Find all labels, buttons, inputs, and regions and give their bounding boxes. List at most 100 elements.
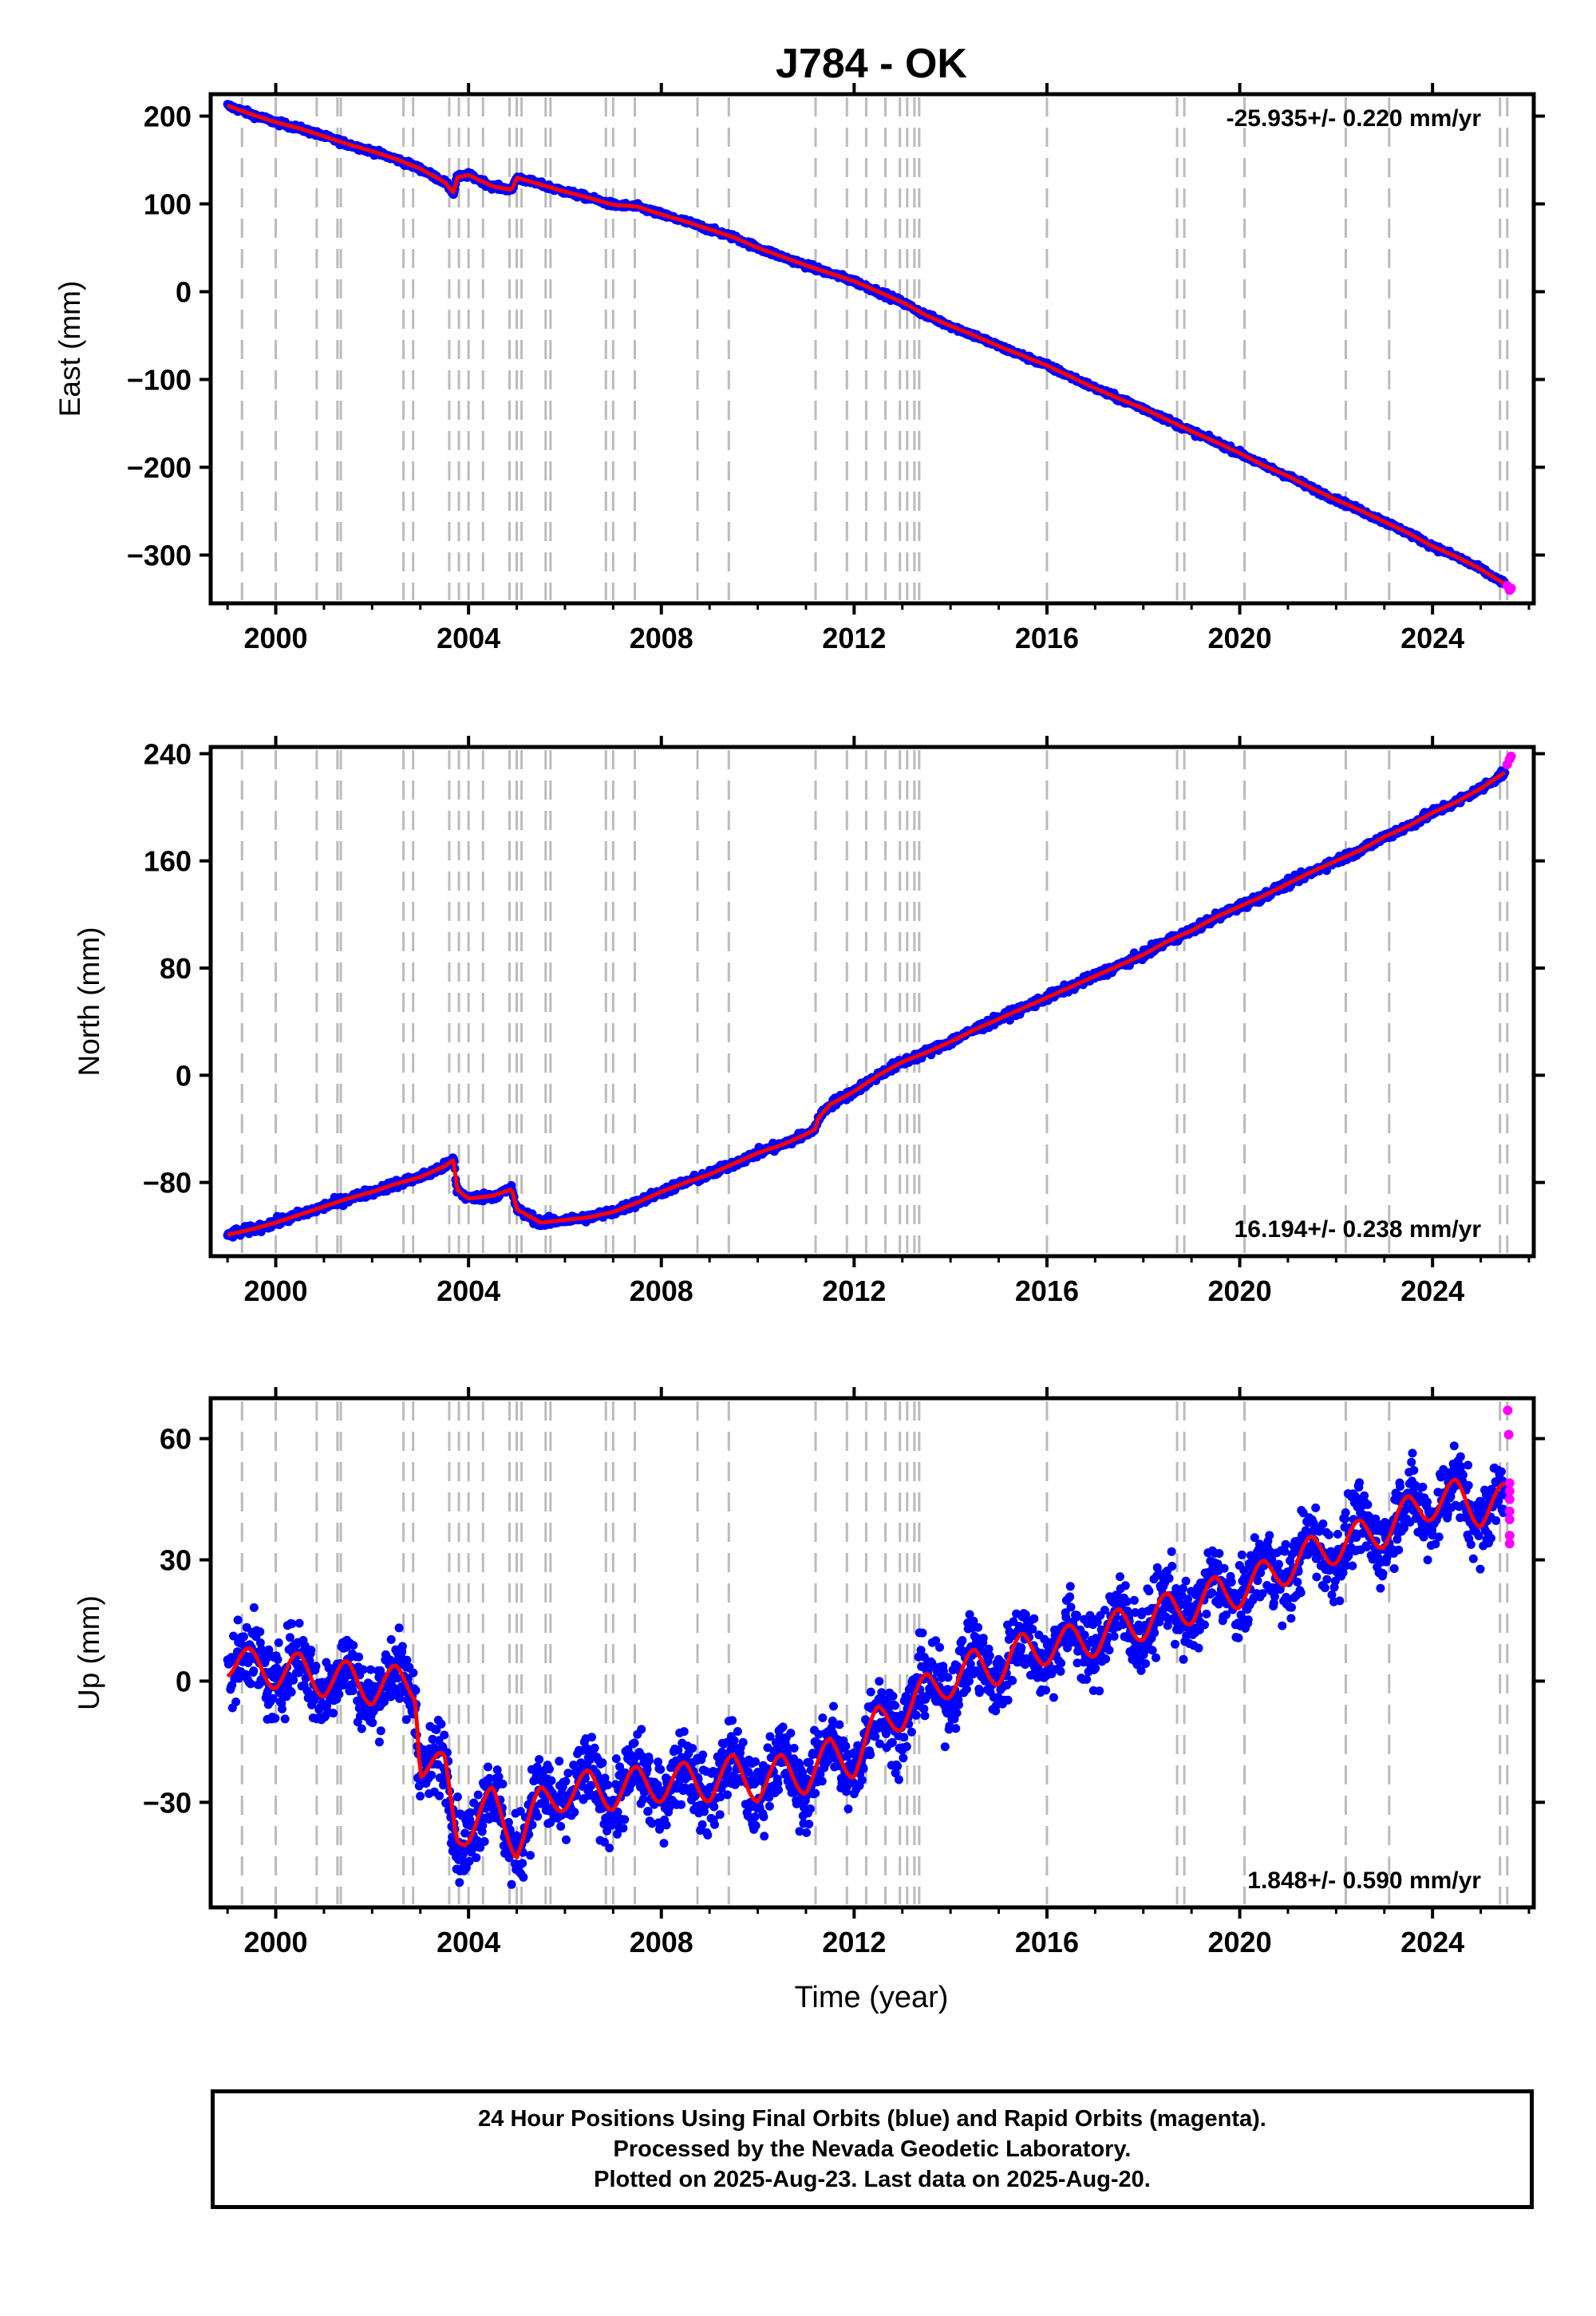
y-axis-title: East (mm) xyxy=(53,281,86,417)
x-tick-label: 2004 xyxy=(437,622,500,654)
x-tick-label: 2016 xyxy=(1015,622,1079,654)
final-orbit-point xyxy=(605,1844,614,1853)
final-orbit-point xyxy=(452,1792,462,1801)
final-orbit-point xyxy=(358,1665,368,1674)
final-orbit-point xyxy=(435,1791,444,1800)
x-tick-label: 2016 xyxy=(1015,1275,1079,1307)
final-orbit-point xyxy=(394,1623,404,1633)
final-orbit-point xyxy=(527,1820,537,1829)
final-orbit-point xyxy=(402,1655,412,1665)
final-orbit-point xyxy=(280,1714,290,1724)
final-orbit-point xyxy=(526,1851,535,1860)
final-orbit-point xyxy=(556,1822,566,1831)
final-orbit-point xyxy=(411,1686,421,1695)
final-orbit-point xyxy=(427,1770,437,1780)
final-orbit-point xyxy=(437,1719,446,1729)
final-orbit-point xyxy=(310,1696,318,1705)
x-tick-label: 2000 xyxy=(243,1275,307,1307)
final-orbit-point xyxy=(561,1777,571,1786)
y-tick-label: 0 xyxy=(176,1059,192,1092)
final-orbit-point xyxy=(409,1668,418,1678)
y-tick-label: 200 xyxy=(144,101,192,133)
y-tick-label: 80 xyxy=(160,952,192,985)
final-orbit-point xyxy=(311,1662,321,1671)
final-orbit-point xyxy=(638,1794,648,1804)
panel-frame xyxy=(208,92,1536,606)
final-orbit-point xyxy=(376,1666,385,1675)
final-orbit-point xyxy=(469,1798,479,1808)
final-orbit-point xyxy=(613,1829,622,1839)
final-orbit-point xyxy=(231,1697,241,1706)
final-orbit-point xyxy=(472,1853,481,1863)
final-orbit-point xyxy=(472,1836,482,1845)
final-orbit-point xyxy=(679,1727,689,1737)
final-orbit-point xyxy=(674,1745,683,1755)
final-orbit-point xyxy=(365,1665,375,1674)
final-orbit-point xyxy=(305,1656,314,1666)
final-orbit-point xyxy=(249,1603,259,1612)
final-orbit-point xyxy=(386,1634,396,1644)
final-orbit-point xyxy=(533,1812,543,1821)
final-orbit-point xyxy=(494,1772,504,1781)
final-orbit-point xyxy=(518,1859,527,1868)
final-orbit-point xyxy=(480,1837,489,1846)
panel-east: 2000 2004 2008 2012 2016 2020 20242001000−100−… xyxy=(53,83,1545,654)
panel-frame xyxy=(208,745,1536,1259)
final-orbit-point xyxy=(473,1790,483,1800)
final-orbit-point xyxy=(662,1820,671,1830)
x-tick-label: 2008 xyxy=(630,622,693,654)
final-orbit-point xyxy=(455,1878,464,1887)
y-tick-label: −80 xyxy=(143,1167,192,1199)
final-orbit-point xyxy=(504,1817,513,1827)
chart-title: J784 - OK xyxy=(776,41,967,87)
final-orbit-point xyxy=(357,1724,366,1733)
final-orbit-point xyxy=(600,1837,609,1847)
y-tick-label: −200 xyxy=(127,452,192,484)
final-orbit-point xyxy=(630,1738,639,1748)
final-orbit-point xyxy=(535,1755,544,1765)
final-orbit-point xyxy=(587,1780,596,1790)
final-orbit-point xyxy=(492,1765,502,1775)
final-orbit-point xyxy=(464,1856,474,1866)
final-orbit-point xyxy=(659,1839,669,1848)
final-orbit-point xyxy=(294,1618,304,1628)
y-tick-label: 100 xyxy=(144,188,192,221)
final-orbit-point xyxy=(273,1655,282,1664)
x-tick-label: 2004 xyxy=(437,1275,500,1307)
final-orbit-point xyxy=(519,1872,528,1882)
rapid-orbit-point xyxy=(1506,583,1516,594)
final-orbit-point xyxy=(653,1780,662,1790)
x-tick-label: 2020 xyxy=(1208,622,1272,654)
final-orbit-point xyxy=(484,1762,492,1772)
final-orbit-point xyxy=(416,1792,425,1801)
final-orbit-point xyxy=(598,1758,607,1768)
final-orbit-point xyxy=(249,1666,259,1676)
model-fit-line xyxy=(227,103,1507,586)
final-orbit-point xyxy=(246,1679,255,1689)
final-orbit-point xyxy=(348,1686,358,1695)
final-orbit-point xyxy=(329,1709,338,1718)
y-tick-label: 240 xyxy=(144,737,192,770)
final-orbit-point xyxy=(395,1694,405,1703)
final-orbit-point xyxy=(643,1807,653,1816)
x-tick-label: 2008 xyxy=(630,1275,693,1307)
y-tick-label: 0 xyxy=(176,276,192,309)
final-orbit-point xyxy=(545,1765,554,1774)
final-orbit-point xyxy=(498,1779,508,1788)
final-orbit-point xyxy=(285,1633,294,1642)
final-orbit-point xyxy=(274,1638,283,1647)
plot-area xyxy=(223,1405,1515,1889)
final-orbit-point xyxy=(465,1808,475,1817)
final-orbit-point xyxy=(563,1769,573,1778)
y-axis-title: North (mm) xyxy=(73,927,105,1076)
final-orbit-point xyxy=(229,1631,238,1641)
final-orbit-point xyxy=(397,1642,407,1651)
y-tick-label: 160 xyxy=(144,845,192,878)
final-orbit-point xyxy=(435,1773,444,1783)
final-orbit-point xyxy=(547,1776,556,1785)
final-orbit-point xyxy=(569,1761,579,1770)
x-tick-label: 2024 xyxy=(1400,622,1464,654)
plot-area xyxy=(223,100,1516,595)
x-tick-label: 2000 xyxy=(243,622,307,654)
